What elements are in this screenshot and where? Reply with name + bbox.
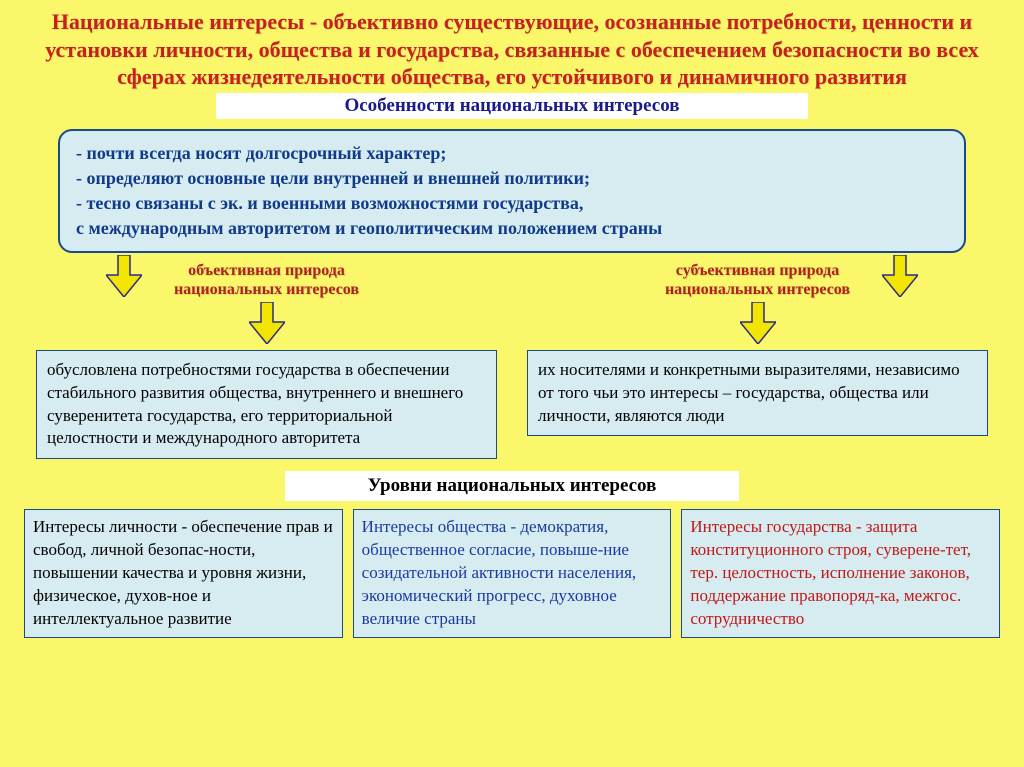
feature-line-1: - почти всегда носят долгосрочный характ… [76,141,948,166]
levels-subheader: Уровни национальных интересов [285,471,739,501]
subjective-label-line2: национальных интересов [527,280,988,299]
levels-row: Интересы личности - обеспечение прав и с… [18,509,1006,638]
subjective-column: субъективная природа национальных интере… [527,261,988,459]
feature-line-2: - определяют основные цели внутренней и … [76,166,948,191]
subjective-nature-label: субъективная природа национальных интере… [527,261,988,299]
level-state-box: Интересы государства - защита конституци… [681,509,1000,638]
feature-line-3: - тесно связаны с эк. и военными возможн… [76,191,948,216]
arrow-down-icon [527,302,988,344]
arrow-down-icon [106,255,142,297]
slide-root: Национальные интересы - объективно сущес… [0,0,1024,767]
arrow-down-icon [36,302,497,344]
arrow-down-icon [882,255,918,297]
level-personal-box: Интересы личности - обеспечение прав и с… [24,509,343,638]
subjective-label-line1: субъективная природа [527,261,988,280]
features-box: - почти всегда носят долгосрочный характ… [58,129,966,254]
feature-line-4: с международным авторитетом и геополитич… [76,216,948,241]
objective-nature-box: обусловлена потребностями государства в … [36,350,497,460]
features-subheader: Особенности национальных интересов [216,93,809,119]
objective-column: объективная природа национальных интерес… [36,261,497,459]
level-society-box: Интересы общества - демократия, обществе… [353,509,672,638]
nature-columns: объективная природа национальных интерес… [18,261,1006,459]
main-title: Национальные интересы - объективно сущес… [18,8,1006,91]
subjective-nature-box: их носителями и конкретными выразителями… [527,350,988,437]
